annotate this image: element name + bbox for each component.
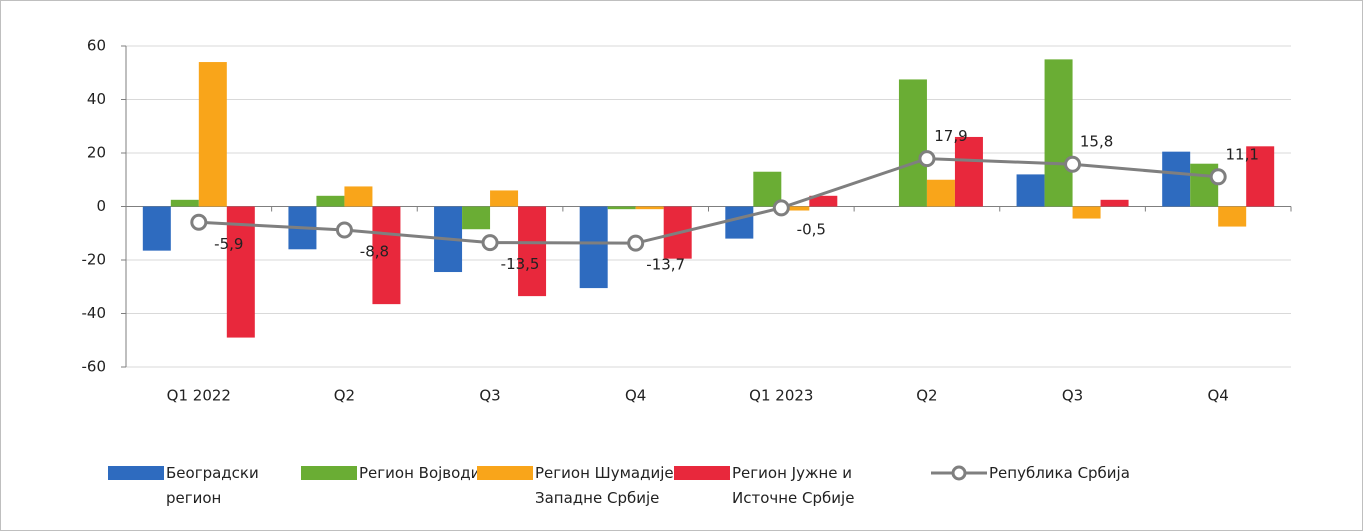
- x-tick-label: Q4: [1208, 387, 1229, 405]
- bar: [1100, 199, 1129, 207]
- data-label: 17,9: [934, 127, 967, 145]
- bar: [462, 206, 491, 230]
- data-label: -13,7: [646, 256, 685, 274]
- y-tick-label: 20: [87, 144, 106, 162]
- legend-label: Регион Војводине: [359, 464, 500, 482]
- data-label: -8,8: [360, 243, 389, 261]
- plot: -60 -40 -20 0 20 40 60 Q1 2022 Q2 Q3 Q4 Q1 2023 Q2 Q3…: [82, 37, 1292, 405]
- x-tick-label: Q2: [916, 387, 937, 405]
- data-label: -13,5: [501, 255, 540, 273]
- bar: [518, 206, 547, 297]
- bar: [781, 206, 810, 211]
- legend-swatch: [674, 466, 730, 480]
- legend-item: Регион Јужне и Источне Србије: [672, 461, 882, 511]
- line-marker: [772, 199, 790, 217]
- bar: [753, 171, 782, 207]
- line-marker: [1064, 155, 1082, 173]
- data-label: 15,8: [1080, 133, 1113, 151]
- line-marker: [627, 234, 645, 252]
- x-tick-label: Q1 2023: [749, 387, 813, 405]
- legend-rect: [108, 466, 164, 480]
- bar: [926, 179, 955, 207]
- legend-rect: [301, 466, 357, 480]
- legend-rect: [477, 466, 533, 480]
- x-tick-label: Q4: [625, 387, 646, 405]
- legend-swatch: [931, 465, 987, 481]
- y-tick-label: 60: [87, 37, 106, 55]
- x-tick-label: Q1 2022: [167, 387, 231, 405]
- line-marker: [918, 150, 936, 168]
- legend-swatch: [301, 466, 357, 480]
- legend-swatch: [108, 466, 164, 480]
- data-label: -0,5: [797, 220, 826, 238]
- x-tick-label: Q3: [1062, 387, 1083, 405]
- legend-item: Регион Војводине: [299, 461, 509, 486]
- bar: [372, 206, 401, 305]
- y-tick-label: 40: [87, 90, 106, 108]
- legend-item: Република Србија: [929, 461, 1139, 486]
- bar: [1246, 146, 1275, 207]
- legend-label: Република Србија: [989, 464, 1130, 482]
- bar: [490, 190, 519, 207]
- bar: [1016, 174, 1045, 207]
- data-label: -5,9: [214, 235, 243, 253]
- y-tick-label: -20: [82, 251, 107, 269]
- bar: [226, 206, 255, 338]
- legend-label: Регион Јужне и Источне Србије: [732, 464, 855, 507]
- legend-label: Београдски регион: [166, 464, 259, 507]
- x-tick-label: Q3: [479, 387, 500, 405]
- bar: [316, 195, 345, 207]
- line-marker: [335, 221, 353, 239]
- legend-marker: [951, 465, 967, 481]
- bar: [579, 206, 608, 289]
- legend-item: Београдски регион: [106, 461, 316, 511]
- legend-label: Регион Шумадије и Западне Србије: [535, 464, 689, 507]
- bar: [635, 206, 664, 210]
- bar: [170, 199, 199, 207]
- x-tick-label: Q2: [334, 387, 355, 405]
- line-marker: [1209, 168, 1227, 186]
- bar: [1072, 206, 1101, 219]
- bar: [898, 79, 927, 207]
- bar: [607, 206, 636, 210]
- bar: [344, 186, 373, 207]
- legend-rect: [674, 466, 730, 480]
- bar: [1218, 206, 1247, 227]
- data-label: 11,1: [1225, 145, 1258, 163]
- y-tick-label: -60: [82, 358, 107, 376]
- y-tick-label: 0: [96, 197, 106, 215]
- bar: [198, 62, 227, 207]
- bar: [725, 206, 754, 239]
- bar: [1044, 59, 1073, 207]
- line: [198, 157, 1219, 245]
- y-tick-label: -40: [82, 304, 107, 322]
- legend-swatch: [477, 466, 533, 480]
- bar: [142, 206, 171, 251]
- line-marker: [190, 213, 208, 231]
- line-marker: [481, 234, 499, 252]
- legend-item: Регион Шумадије и Западне Србије: [475, 461, 705, 511]
- bar: [1162, 151, 1191, 207]
- bar: [954, 136, 983, 207]
- bar: [809, 195, 838, 207]
